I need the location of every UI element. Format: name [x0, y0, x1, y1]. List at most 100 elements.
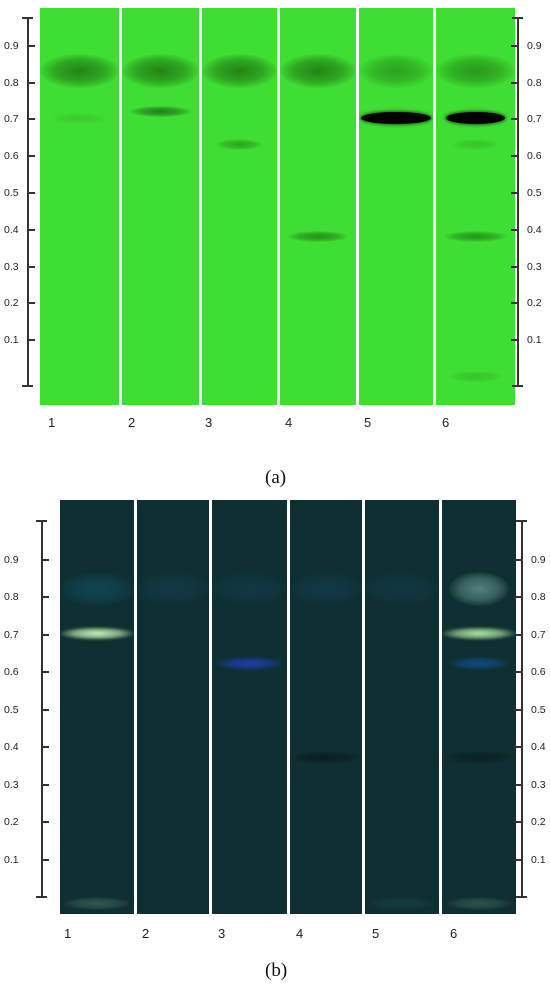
axis-tick	[43, 821, 49, 823]
band-rf-0.82	[449, 571, 509, 606]
axis-cap	[516, 520, 527, 522]
axis-tick	[43, 858, 49, 861]
axis-tick	[515, 708, 521, 711]
axis-tick-label: 0.1	[531, 853, 546, 866]
axis-line	[41, 520, 43, 898]
axis-cap	[516, 896, 527, 898]
axis-tick-label: 0.8	[4, 591, 19, 603]
axis-tick	[29, 81, 35, 84]
axis-tick	[43, 558, 49, 561]
figure-caption-a: (a)	[265, 467, 287, 488]
axis-tick	[43, 708, 49, 711]
axis-tick-label: 0.7	[527, 113, 542, 126]
band-rf-m0.02	[445, 897, 513, 910]
axis-tick-label: 0.9	[4, 39, 19, 52]
axis-tick-label: 0.8	[527, 76, 542, 89]
band-rf-0.38	[287, 230, 349, 242]
axis-tick-label: 0.1	[527, 334, 542, 347]
band-rf-0.83	[280, 53, 356, 88]
lane-separator	[362, 500, 365, 914]
axis-tick-label: 0.4	[531, 741, 546, 753]
lane-separator	[277, 8, 280, 405]
axis-tick	[29, 265, 35, 268]
lane-3	[212, 500, 287, 914]
lane-6	[436, 8, 515, 405]
axis-line	[27, 17, 29, 387]
band-rf-0.82	[290, 571, 362, 606]
lane-4	[290, 500, 362, 914]
band-rf-0.72	[129, 105, 192, 117]
lane-number: 2	[128, 415, 136, 430]
axis-tick-label: 0.5	[4, 187, 19, 199]
axis-tick	[511, 155, 517, 158]
band-rf-0.83	[202, 53, 277, 88]
band-rf-0.83	[359, 53, 433, 88]
axis-tick	[511, 265, 517, 268]
figure-caption-b: (b)	[265, 960, 288, 981]
axis-tick-label: 0.6	[4, 150, 19, 163]
lane-4	[280, 8, 356, 405]
axis-tick	[515, 746, 521, 748]
lane-separator	[209, 500, 212, 914]
axis-tick-label: 0.7	[531, 628, 546, 641]
axis-tick	[511, 339, 517, 342]
lane-6	[442, 500, 516, 914]
axis-tick-label: 0.3	[4, 260, 19, 273]
band-rf-m0.02	[368, 897, 436, 910]
axis-tick-label: 0.1	[4, 853, 19, 866]
axis-tick-label: 0.3	[527, 260, 542, 273]
lane-number: 1	[48, 415, 56, 430]
lane-3	[202, 8, 277, 405]
lane-separator	[119, 8, 122, 405]
band-rf-0.38	[443, 230, 508, 242]
lane-number: 3	[218, 926, 226, 941]
axis-tick-label: 0.9	[527, 39, 542, 52]
axis-tick	[511, 118, 517, 121]
band-rf-0.7	[51, 112, 108, 124]
lane-5	[365, 500, 439, 914]
axis-cap	[36, 520, 47, 522]
lane-1	[60, 500, 134, 914]
band-rf-0.37	[290, 750, 362, 764]
axis-tick	[29, 118, 35, 121]
band-rf-0.7	[60, 627, 134, 640]
band-rf-0.82	[60, 571, 134, 606]
axis-tick	[515, 821, 521, 823]
axis-tick-label: 0.8	[4, 76, 19, 89]
lane-number: 2	[142, 926, 150, 941]
lane-separator	[134, 500, 137, 914]
band-rf-0.62	[215, 657, 284, 670]
axis-tick-label: 0.7	[4, 113, 19, 126]
axis-tick-label: 0.5	[531, 703, 546, 716]
lane-5	[359, 8, 433, 405]
axis-tick-label: 0.1	[4, 334, 19, 347]
axis-tick-label: 0.5	[527, 187, 542, 199]
tlc-plate-white-light	[40, 8, 515, 405]
lane-1	[40, 8, 119, 405]
axis-tick-label: 0.7	[4, 628, 19, 641]
axis-tick	[29, 155, 35, 158]
band-rf-0.7	[442, 627, 516, 640]
axis-tick-label: 0.9	[4, 553, 19, 566]
lane-number: 5	[372, 926, 380, 941]
axis-tick-label: 0.2	[4, 297, 19, 310]
axis-tick-label: 0.6	[527, 150, 542, 163]
axis-tick-label: 0.3	[531, 778, 546, 791]
axis-tick	[511, 44, 517, 47]
axis-tick-label: 0.4	[4, 223, 19, 236]
lane-number: 6	[442, 415, 450, 430]
axis-tick-label: 0.4	[4, 741, 19, 753]
axis-tick	[29, 192, 35, 194]
axis-tick-label: 0.2	[527, 297, 542, 310]
axis-tick	[43, 596, 49, 598]
axis-tick-label: 0.4	[527, 223, 542, 236]
axis-tick-label: 0.2	[4, 816, 19, 828]
axis-tick	[29, 339, 35, 342]
lane-2	[137, 500, 209, 914]
lane-2	[122, 8, 199, 405]
band-rf-0.83	[122, 53, 199, 88]
band-rf-0.82	[212, 571, 287, 606]
band-rf-0.63	[451, 138, 500, 150]
band-rf-0.7	[445, 112, 506, 125]
axis-tick	[29, 44, 35, 47]
